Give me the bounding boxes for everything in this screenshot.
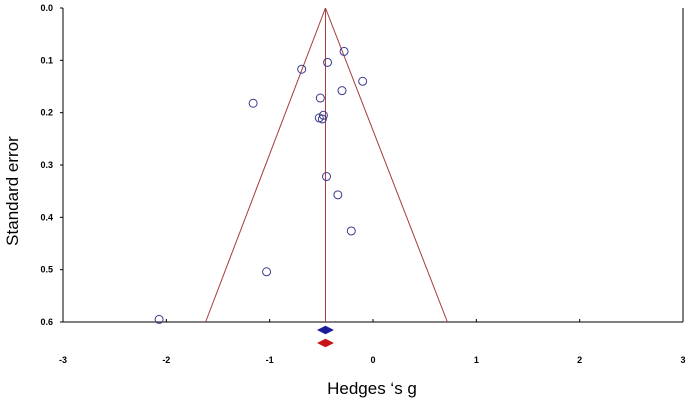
y-tick-label-0: 0.0 [40, 3, 53, 13]
x-tick-label-4: 1 [474, 355, 479, 365]
study-point-12 [333, 190, 343, 200]
study-point-7 [248, 98, 258, 108]
study-point-2 [323, 57, 333, 67]
funnel-right-line [325, 7, 448, 323]
y-tick-label-4: 0.4 [40, 212, 53, 222]
study-point-1 [339, 46, 349, 56]
study-point-11 [322, 172, 331, 182]
x-tick-label-3: 0 [370, 355, 375, 365]
funnel-lines [205, 7, 448, 323]
y-tick-label-5: 0.5 [40, 265, 53, 275]
y-tick-label-3: 0.3 [40, 160, 53, 170]
y-tick-label-6: 0.6 [40, 317, 53, 327]
study-points [154, 46, 368, 324]
study-point-3 [297, 64, 307, 74]
study-point-14 [262, 267, 272, 277]
study-point-15 [154, 314, 164, 324]
x-tick-label-0: -3 [59, 355, 67, 365]
x-axis-ticks: -3 -2 -1 0 1 2 3 [59, 319, 686, 365]
y-axis-ticks: 0.0 0.1 0.2 0.3 0.4 0.5 0.6 [40, 3, 63, 327]
x-tick-label-6: 3 [680, 355, 685, 365]
funnel-left-line [205, 7, 326, 323]
study-point-13 [346, 226, 356, 236]
x-tick-label-5: 2 [577, 355, 582, 365]
plot-frame [62, 8, 684, 323]
summary-diamond-2 [316, 338, 335, 348]
x-tick-label-2: -1 [266, 355, 274, 365]
x-tick-label-1: -2 [162, 355, 170, 365]
y-tick-label-1: 0.1 [40, 55, 53, 65]
study-point-4 [358, 76, 368, 86]
x-axis-title: Hedges ‘s g [327, 379, 417, 398]
study-point-10 [317, 114, 327, 124]
summary-diamonds [316, 325, 335, 348]
study-point-6 [315, 93, 325, 103]
study-point-5 [337, 86, 347, 96]
y-axis-title: Standard error [3, 136, 22, 246]
y-tick-label-2: 0.2 [40, 108, 53, 118]
summary-diamond-1 [316, 325, 335, 335]
